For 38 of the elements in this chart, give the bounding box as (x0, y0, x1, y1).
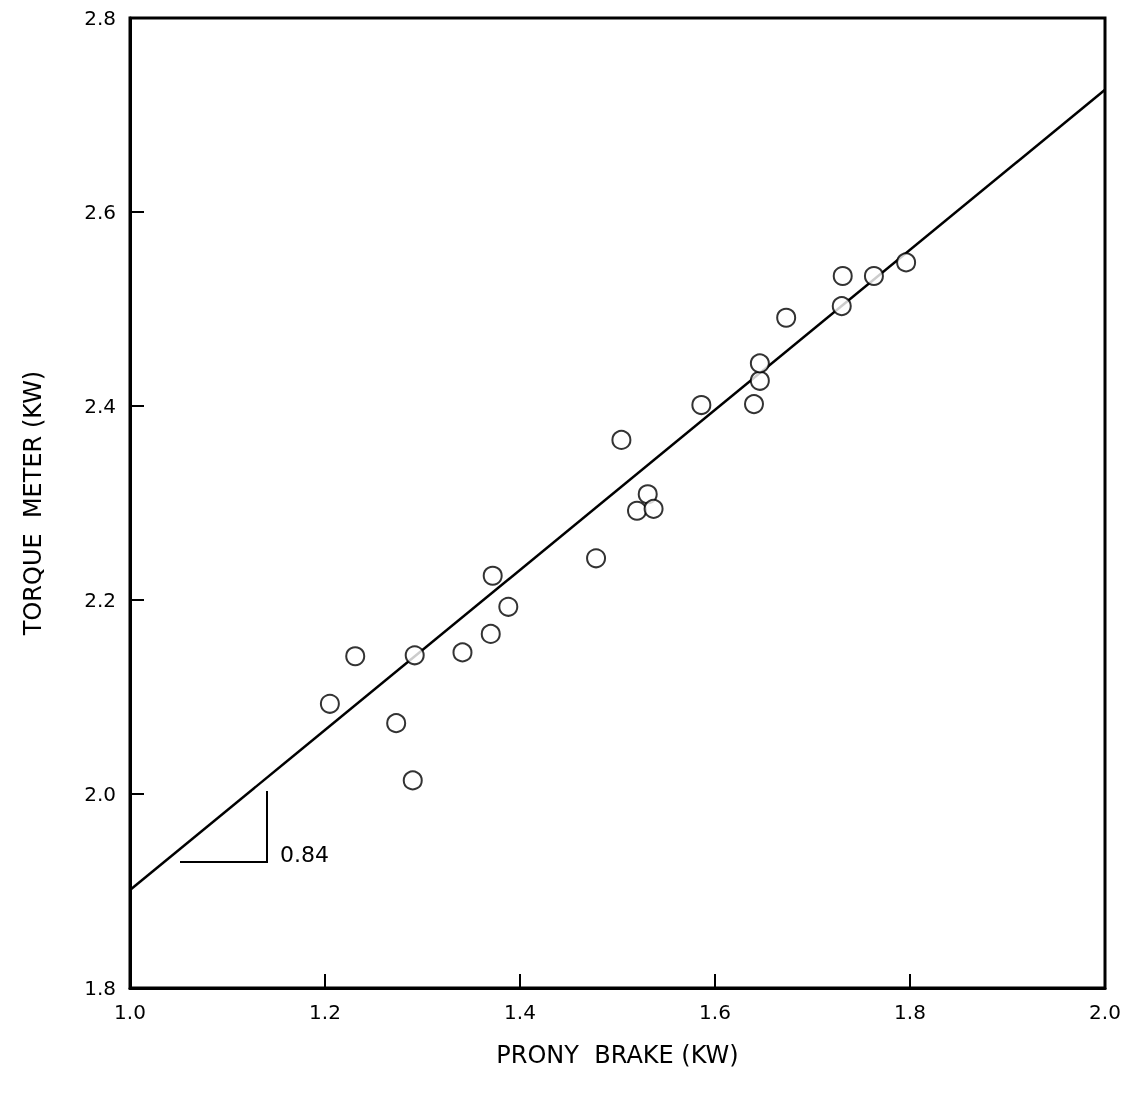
point (480, 623, 501, 644)
point (402, 770, 423, 791)
y-tick-label: 2.0 (84, 782, 116, 806)
point (482, 565, 503, 586)
point (637, 484, 658, 505)
point (386, 713, 407, 734)
x-tick-label: 1.0 (114, 1000, 146, 1024)
point (611, 429, 632, 450)
y-axis-title: TORQUE METER (KW) (19, 370, 47, 637)
y-tick-label: 2.2 (84, 588, 116, 612)
point (498, 596, 519, 617)
x-tick-label: 1.6 (699, 1000, 731, 1024)
y-tick-label: 2.4 (84, 394, 116, 418)
point (404, 645, 425, 666)
point (896, 252, 917, 273)
point (452, 642, 473, 663)
point (345, 646, 366, 667)
point (691, 395, 712, 416)
point (586, 548, 607, 569)
point (831, 296, 852, 317)
point (749, 370, 770, 391)
point (749, 353, 770, 374)
y-tick-label: 1.8 (84, 976, 116, 1000)
point (319, 693, 340, 714)
point (832, 266, 853, 287)
x-tick-label: 1.4 (504, 1000, 536, 1024)
x-tick-label: 1.2 (309, 1000, 341, 1024)
x-tick-label: 1.8 (894, 1000, 926, 1024)
y-tick-label: 2.6 (84, 200, 116, 224)
point (776, 307, 797, 328)
point (627, 500, 647, 521)
y-tick-label: 2.8 (84, 6, 116, 30)
x-tick-label: 2.0 (1089, 1000, 1121, 1024)
x-axis-title: PRONY BRAKE (KW) (496, 1041, 739, 1069)
point (863, 266, 884, 287)
annotation: 0.84 (280, 842, 329, 867)
point (744, 394, 764, 415)
point (643, 498, 664, 519)
